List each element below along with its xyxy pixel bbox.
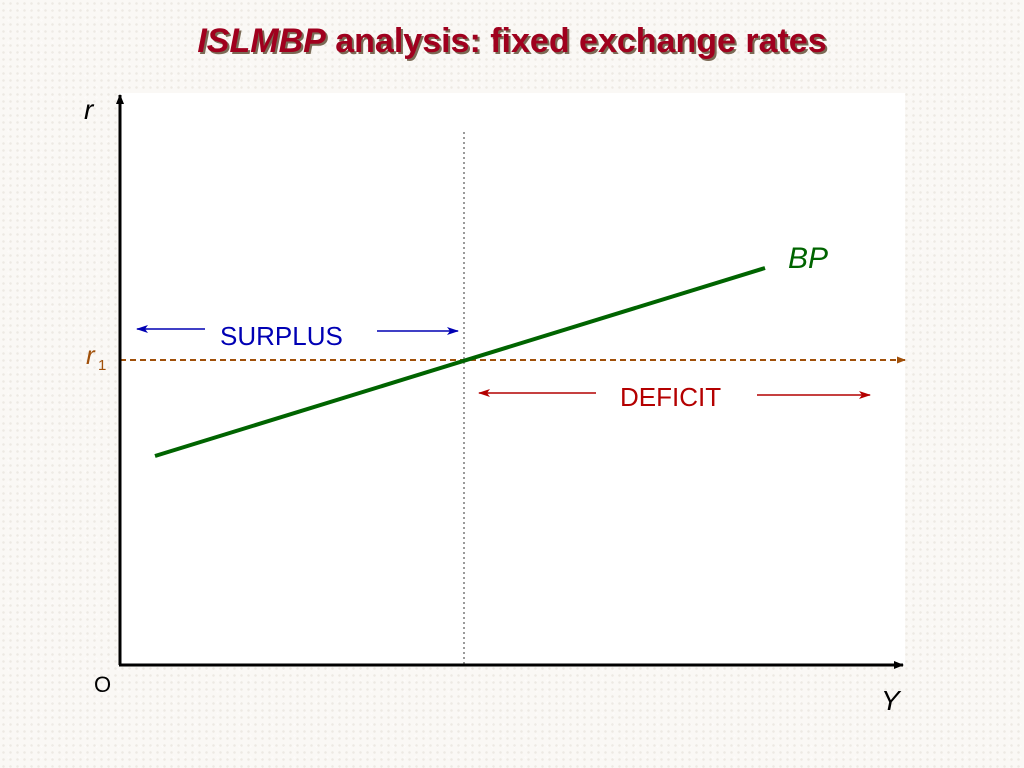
x-axis-label: Y <box>881 685 902 716</box>
plot-area <box>120 93 905 665</box>
title-italic: ISLMBP <box>197 22 326 60</box>
surplus-label: SURPLUS <box>220 321 343 351</box>
bp-curve <box>154 266 766 458</box>
origin-label: O <box>94 672 111 697</box>
r1-label: r <box>86 340 96 370</box>
bp-curve-label: BP <box>788 242 828 275</box>
slide-title: ISLMBP analysis: fixed exchange rates <box>0 22 1024 61</box>
deficit-label: DEFICIT <box>620 382 721 412</box>
y-axis-label: r <box>84 94 95 125</box>
r1-subscript: 1 <box>98 357 106 374</box>
title-rest: analysis: fixed exchange rates <box>325 22 827 60</box>
